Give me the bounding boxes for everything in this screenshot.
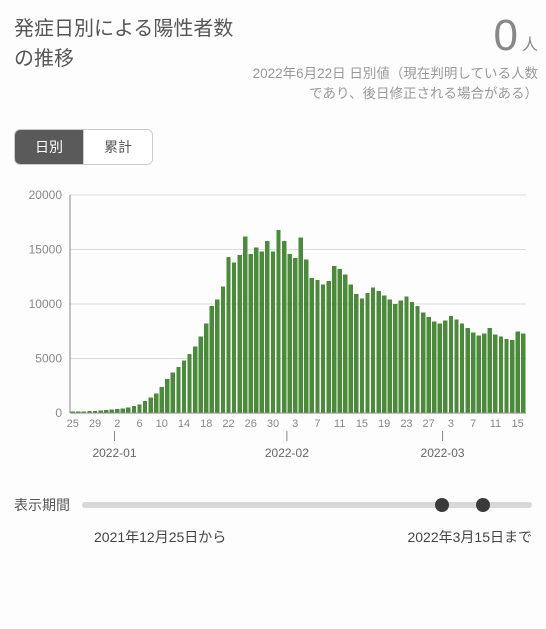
svg-text:25: 25 <box>67 418 79 430</box>
range-label: 表示期間 <box>14 495 70 515</box>
tab-group: 日別累計 <box>14 129 153 165</box>
svg-text:2: 2 <box>114 418 120 430</box>
range-handle-start[interactable] <box>435 498 449 512</box>
metric-unit: 人 <box>522 37 538 54</box>
range-dates: 2021年12月25日から 2022年3月15日まで <box>14 527 538 547</box>
svg-text:22: 22 <box>222 418 234 430</box>
svg-text:2022-02: 2022-02 <box>265 446 309 460</box>
metric-subtitle: 2022年6月22日 日別値（現在判明している人数であり、後日修正される場合があ… <box>244 64 538 105</box>
svg-text:19: 19 <box>378 418 390 430</box>
svg-text:26: 26 <box>245 418 257 430</box>
range-slider[interactable] <box>82 495 532 515</box>
svg-text:27: 27 <box>423 418 435 430</box>
svg-text:7: 7 <box>314 418 320 430</box>
svg-text:15000: 15000 <box>29 242 63 256</box>
range-end-text: 2022年3月15日まで <box>407 527 532 547</box>
svg-text:15: 15 <box>512 418 524 430</box>
svg-text:23: 23 <box>400 418 412 430</box>
metric-value: 0 <box>494 11 518 60</box>
svg-text:14: 14 <box>178 418 190 430</box>
svg-text:20000: 20000 <box>29 188 63 202</box>
chart-svg: 0500010000150002000025292610141822263037… <box>14 185 530 475</box>
header: 発症日別による陽性者数の推移 0人 2022年6月22日 日別値（現在判明してい… <box>14 14 538 105</box>
svg-text:6: 6 <box>136 418 142 430</box>
svg-text:3: 3 <box>292 418 298 430</box>
svg-text:30: 30 <box>267 418 279 430</box>
svg-text:0: 0 <box>55 406 62 420</box>
svg-text:3: 3 <box>448 418 454 430</box>
svg-text:7: 7 <box>470 418 476 430</box>
svg-text:29: 29 <box>89 418 101 430</box>
svg-text:2022-03: 2022-03 <box>421 446 465 460</box>
page-title: 発症日別による陽性者数の推移 <box>14 14 234 74</box>
svg-text:10: 10 <box>156 418 168 430</box>
range-track <box>82 502 532 508</box>
tab-1[interactable]: 累計 <box>83 130 152 164</box>
svg-text:10000: 10000 <box>29 297 63 311</box>
svg-text:5000: 5000 <box>35 351 62 365</box>
tab-0[interactable]: 日別 <box>15 130 83 164</box>
svg-text:11: 11 <box>334 418 345 430</box>
range-handle-end[interactable] <box>476 498 490 512</box>
bar-chart: 0500010000150002000025292610141822263037… <box>14 185 530 475</box>
svg-text:15: 15 <box>356 418 368 430</box>
svg-text:2022-01: 2022-01 <box>92 446 136 460</box>
range-start-text: 2021年12月25日から <box>94 527 226 547</box>
metric-block: 0人 2022年6月22日 日別値（現在判明している人数であり、後日修正される場… <box>234 14 538 105</box>
svg-text:11: 11 <box>490 418 501 430</box>
date-range-row: 表示期間 <box>14 495 538 515</box>
svg-text:18: 18 <box>200 418 212 430</box>
